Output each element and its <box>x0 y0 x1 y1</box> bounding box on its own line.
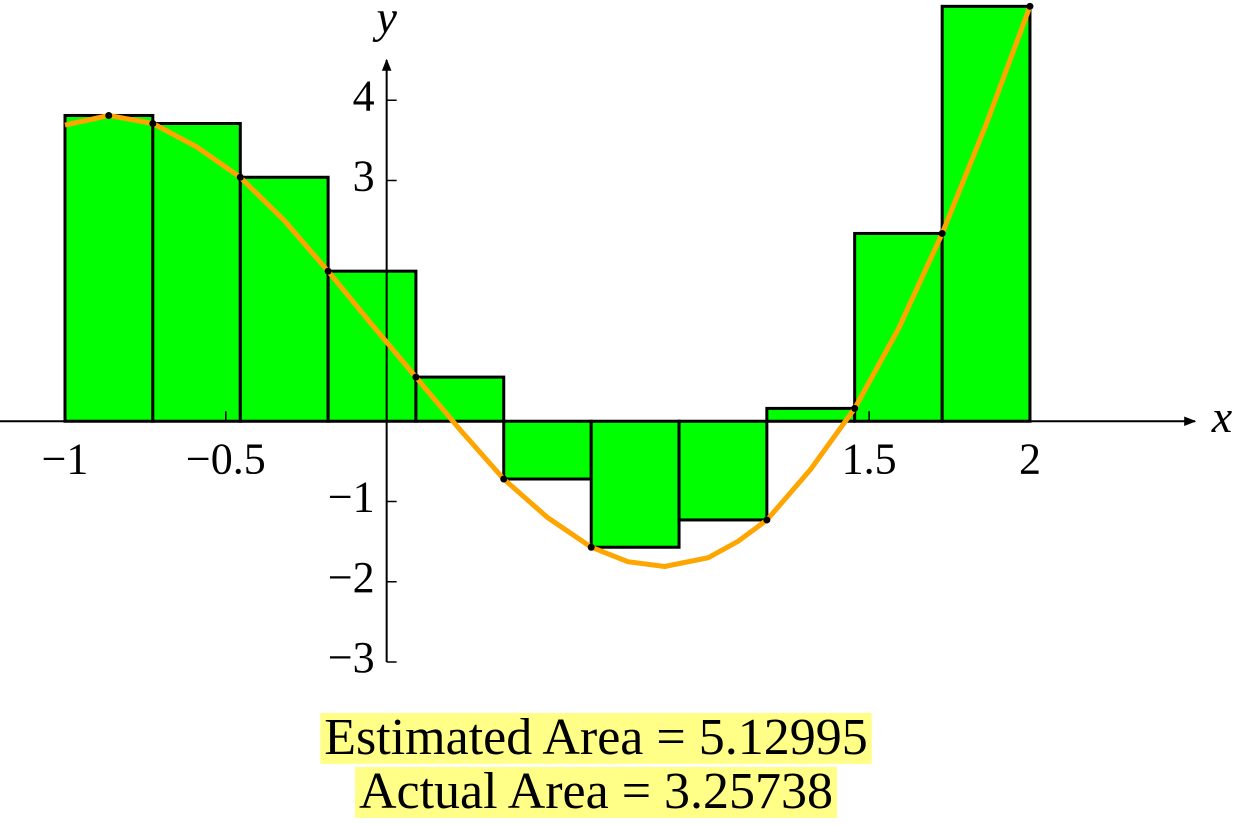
sample-point <box>500 475 508 483</box>
sample-point <box>1026 2 1034 10</box>
y-tick-label: −2 <box>328 553 375 602</box>
x-tick-label: 1.5 <box>842 434 897 483</box>
annotation: Estimated Area = 5.12995 <box>320 709 872 766</box>
x-tick-label: −0.5 <box>186 434 266 483</box>
annotation-background <box>320 712 872 764</box>
annotation-background <box>354 766 838 818</box>
x-tick-label: −1 <box>42 434 89 483</box>
bar <box>414 375 506 423</box>
y-tick-label: 4 <box>353 71 375 120</box>
y-tick-label: 3 <box>353 152 375 201</box>
x-axis-label: x <box>1211 391 1233 442</box>
annotation-text: Actual Area = 3.25738 <box>359 763 833 820</box>
bar <box>502 419 593 481</box>
bar <box>677 419 769 522</box>
y-tick-label: −3 <box>328 633 375 682</box>
x-tick-label: 2 <box>1019 434 1041 483</box>
annotation-text: Estimated Area = 5.12995 <box>324 709 867 766</box>
bar <box>765 406 857 423</box>
bar <box>238 175 330 423</box>
annotation: Actual Area = 3.25738 <box>354 763 838 820</box>
bar <box>589 419 681 549</box>
bar <box>326 269 418 423</box>
sample-point <box>412 373 420 381</box>
sample-point <box>236 173 244 181</box>
curve <box>64 5 1033 569</box>
sample-point <box>324 267 332 275</box>
y-axis-label: y <box>372 0 397 43</box>
sample-point <box>587 543 595 551</box>
bar <box>151 122 242 423</box>
bar <box>940 4 1032 423</box>
bar <box>63 113 155 423</box>
sample-point <box>938 229 946 237</box>
sample-point <box>851 404 859 412</box>
sample-point <box>149 120 157 128</box>
sample-point <box>105 111 113 119</box>
sample-point <box>763 516 771 524</box>
y-tick-label: −1 <box>328 473 375 522</box>
